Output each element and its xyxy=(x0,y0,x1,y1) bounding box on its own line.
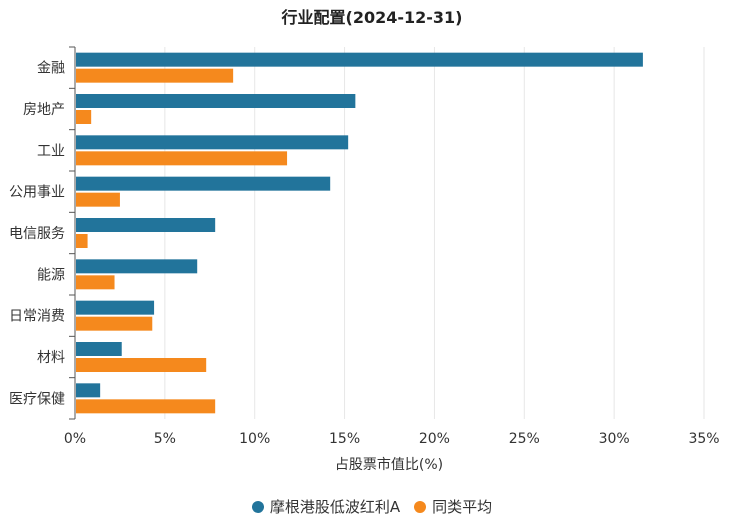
y-tick-label: 金融 xyxy=(37,61,65,77)
y-tick-label: 材料 xyxy=(37,350,65,366)
bar-peer-average xyxy=(76,275,115,290)
x-tick-label: 15% xyxy=(329,431,360,447)
y-tick-label: 日常消费 xyxy=(9,309,65,325)
x-axis-title: 占股票市值比(%) xyxy=(335,456,443,473)
bar-fund xyxy=(76,383,101,398)
bar-peer-average xyxy=(76,68,234,83)
x-tick-label: 5% xyxy=(154,431,176,447)
axes: 0% 5% 10% 15% 20% 25% 30% 35% 金融房地产工业公用事业电信服务能源日… xyxy=(9,46,720,447)
bar-peer-average xyxy=(76,399,216,414)
bar-fund xyxy=(76,135,349,150)
bar-fund xyxy=(76,218,216,232)
y-tick-label: 工业 xyxy=(37,143,65,159)
chart-title: 行业配置(2024-12-31) xyxy=(281,8,463,27)
bar-peer-average xyxy=(76,151,288,166)
grid-lines xyxy=(164,47,705,419)
bar-fund xyxy=(76,300,155,315)
legend-label-series-1: 摩根港股低波红利A xyxy=(269,498,401,516)
legend-label-series-2: 同类平均 xyxy=(432,498,493,516)
legend-marker-series-1 xyxy=(251,500,264,513)
x-tick-label: 35% xyxy=(688,431,719,447)
y-tick-label: 房地产 xyxy=(23,102,65,118)
bar-fund xyxy=(76,342,122,356)
legend-marker-series-2 xyxy=(414,500,427,513)
bar-fund xyxy=(76,94,356,108)
bar-peer-average xyxy=(76,110,92,124)
y-tick-label: 医疗保健 xyxy=(9,391,65,407)
bar-fund xyxy=(76,176,331,191)
y-tick-label: 能源 xyxy=(37,267,65,283)
bars xyxy=(76,52,643,414)
bar-peer-average xyxy=(76,358,207,372)
legend-item-series-2[interactable]: 同类平均 xyxy=(414,496,492,517)
bar-peer-average xyxy=(76,192,120,207)
x-tick-label: 20% xyxy=(419,431,450,447)
x-tick-label: 25% xyxy=(509,431,540,447)
legend-item-series-1[interactable]: 摩根港股低波红利A xyxy=(251,496,401,517)
y-tick-label: 公用事业 xyxy=(9,185,65,201)
y-tick-label: 电信服务 xyxy=(9,226,65,242)
x-tick-label: 30% xyxy=(599,431,630,447)
x-tick-label: 0% xyxy=(64,431,86,447)
bar-peer-average xyxy=(76,234,88,248)
x-tick-label: 10% xyxy=(239,431,270,447)
bar-peer-average xyxy=(76,316,153,331)
bar-fund xyxy=(76,52,643,67)
bar-fund xyxy=(76,259,198,274)
legend: 摩根港股低波红利A 同类平均 xyxy=(0,496,744,517)
